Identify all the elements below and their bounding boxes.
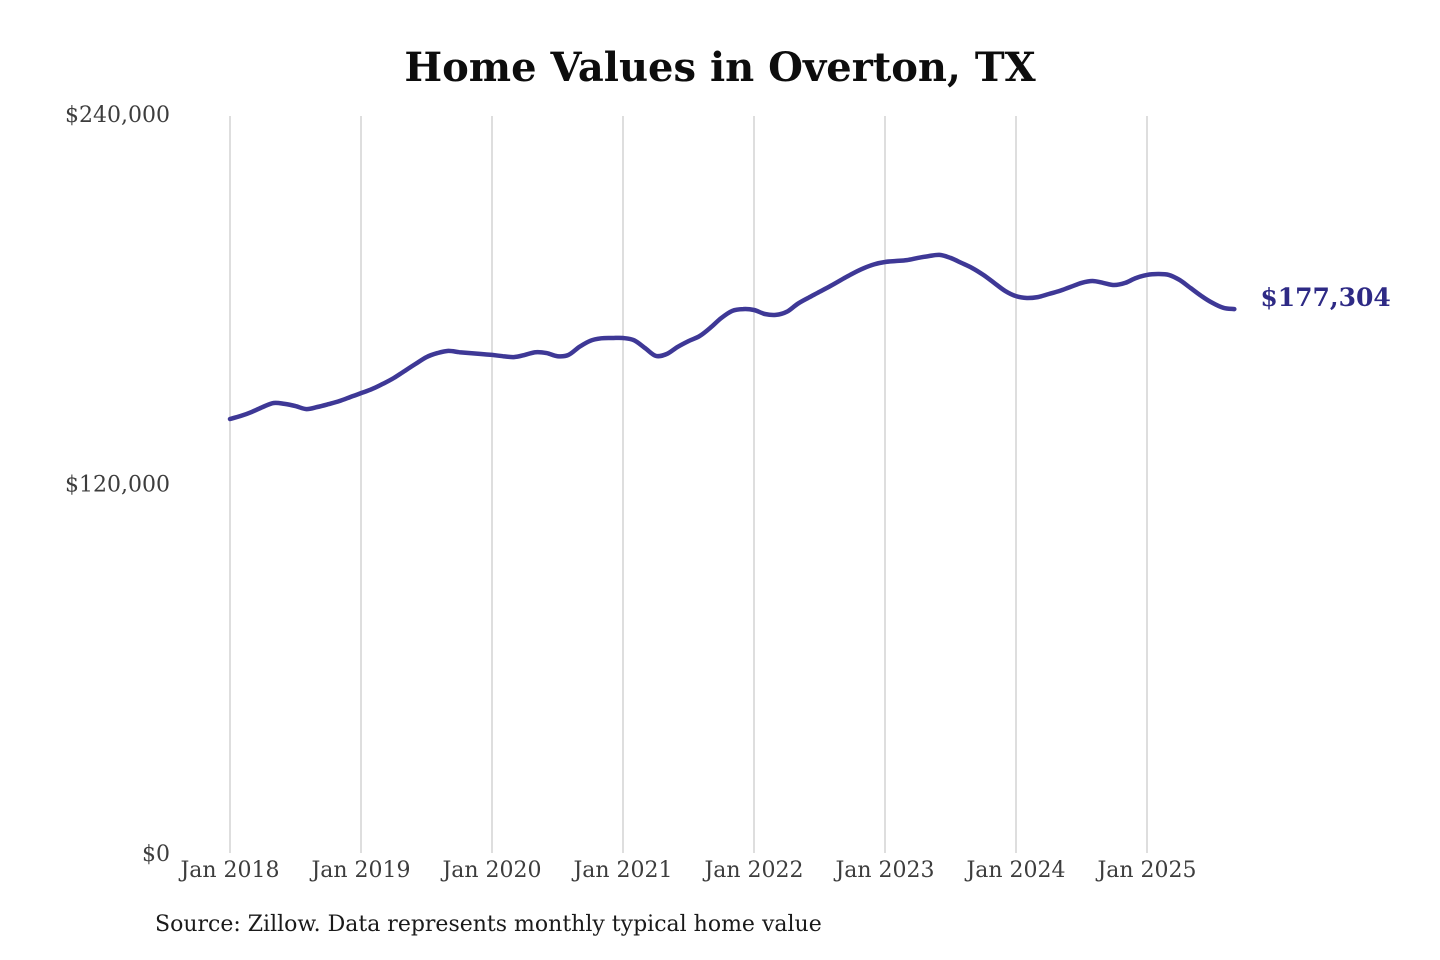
y-tick-label: $120,000 [65,473,170,498]
x-tick-label: Jan 2024 [964,858,1065,883]
x-tick-label: Jan 2021 [571,858,672,883]
source-note: Source: Zillow. Data represents monthly … [155,912,822,937]
y-tick-label: $0 [142,842,170,867]
x-tick-label: Jan 2020 [440,858,541,883]
x-tick-label: Jan 2019 [309,858,410,883]
line-end-value-label: $177,304 [1260,283,1391,313]
x-tick-label: Jan 2018 [178,858,279,883]
home-value-line [227,252,1237,422]
x-tick-label: Jan 2025 [1095,858,1196,883]
x-tick-label: Jan 2023 [833,858,934,883]
chart-title: Home Values in Overton, TX [404,44,1036,91]
y-tick-label: $240,000 [65,103,170,128]
x-tick-label: Jan 2022 [702,858,803,883]
